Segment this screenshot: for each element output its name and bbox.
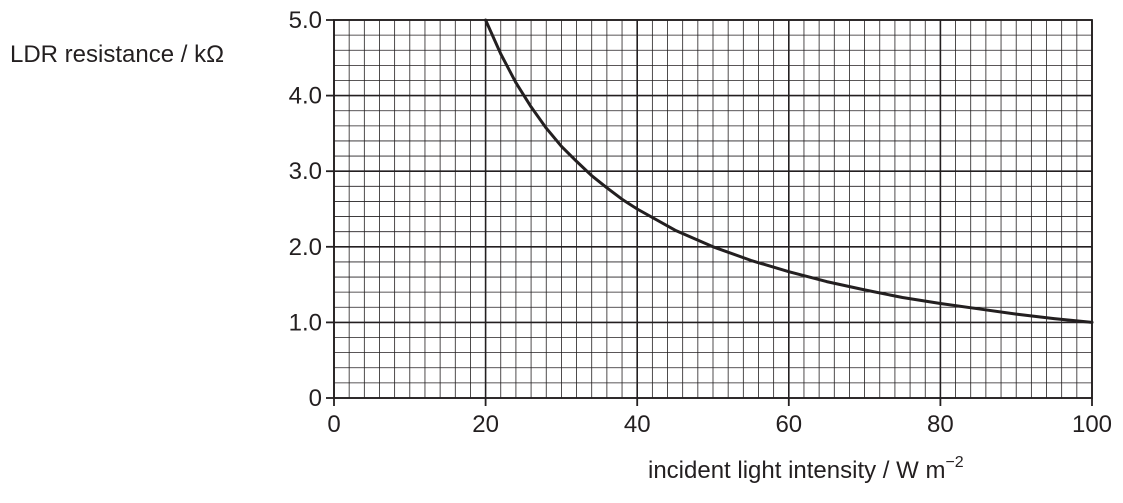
x-axis-label-superscript: −2 bbox=[945, 454, 963, 471]
x-axis-label-text: incident light intensity / W m bbox=[648, 457, 945, 484]
data-series bbox=[484, 18, 1094, 324]
y-tick-label: 5.0 bbox=[289, 7, 322, 34]
minor-grid bbox=[333, 19, 1093, 399]
y-tick-label: 0 bbox=[309, 385, 322, 412]
y-tick-labels: 0 1.0 2.0 3.0 4.0 5.0 bbox=[289, 7, 322, 412]
x-tick-labels: 0 20 40 60 80 100 bbox=[327, 411, 1112, 438]
axes bbox=[326, 19, 1093, 406]
y-axis-label: LDR resistance / kΩ bbox=[10, 41, 224, 68]
x-tick-label: 80 bbox=[927, 411, 954, 438]
x-axis-label: incident light intensity / W m−2 bbox=[648, 454, 964, 484]
resistance-curve bbox=[484, 18, 1094, 324]
y-tick-label: 2.0 bbox=[289, 234, 322, 261]
x-tick-label: 60 bbox=[775, 411, 802, 438]
x-tick-label: 0 bbox=[327, 411, 340, 438]
x-tick-label: 100 bbox=[1072, 411, 1112, 438]
y-tick-label: 1.0 bbox=[289, 309, 322, 336]
y-tick-label: 4.0 bbox=[289, 83, 322, 110]
y-tick-label: 3.0 bbox=[289, 158, 322, 185]
plot-frame bbox=[333, 19, 1093, 399]
x-tick-label: 20 bbox=[472, 411, 499, 438]
x-tick-label: 40 bbox=[624, 411, 651, 438]
